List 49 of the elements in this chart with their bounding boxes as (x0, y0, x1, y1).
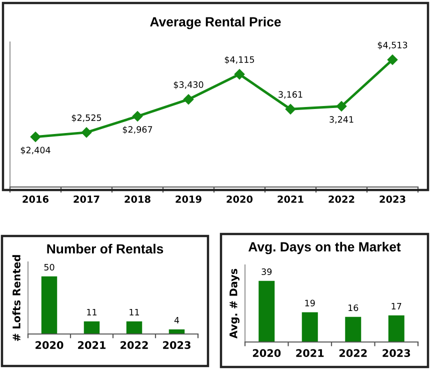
data-label: $2,967 (122, 126, 152, 134)
x-tick-label: 2021 (78, 341, 106, 350)
data-label: 17 (392, 302, 402, 310)
bar (388, 315, 404, 342)
y-axis-title: Avg. # Days (230, 268, 240, 339)
point (30, 132, 41, 142)
bar (345, 316, 362, 342)
chart-title: Avg. Days on the Market (248, 242, 401, 254)
chart-title: Number of Rentals (47, 244, 164, 254)
bar (258, 280, 275, 342)
x-tick-label: 2020 (226, 196, 253, 203)
x-tick-label: 2019 (176, 196, 202, 203)
x-tick-label: 2020 (36, 341, 64, 350)
x-tick-label: 2023 (382, 349, 410, 358)
chart-title: Average Rental Price (150, 16, 281, 30)
x-tick-label: 2021 (278, 196, 304, 203)
x-tick-label: 2020 (252, 349, 281, 358)
x-tick-label: 2023 (380, 196, 406, 203)
point (387, 54, 398, 65)
data-label: 4 (174, 317, 180, 324)
data-label: $4,115 (224, 56, 254, 64)
point (234, 69, 245, 80)
point (183, 94, 194, 104)
x-tick-label: 2017 (74, 196, 100, 203)
bar (302, 312, 318, 342)
data-label: $2,404 (20, 146, 50, 155)
data-label: $3,430 (174, 81, 204, 90)
data-label: 19 (305, 300, 315, 306)
point (336, 101, 347, 112)
point (285, 104, 296, 114)
x-tick-label: 2021 (296, 349, 324, 358)
data-label: $4,513 (378, 42, 408, 50)
data-label: $2,525 (72, 114, 102, 122)
x-tick-label: 2018 (124, 196, 150, 203)
data-label: 3,241 (330, 116, 354, 124)
data-label: 16 (348, 304, 358, 312)
x-tick-label: 2016 (22, 196, 49, 203)
data-label: 39 (262, 268, 272, 276)
data-label: 3,161 (278, 91, 302, 99)
data-label: 50 (44, 264, 54, 271)
y-axis-title: # Lofts Rented (12, 255, 20, 342)
x-tick-label: 2022 (328, 196, 354, 203)
point (132, 111, 143, 122)
x-tick-label: 2023 (163, 341, 190, 350)
x-tick-label: 2022 (339, 349, 367, 358)
data-label: 11 (130, 308, 140, 316)
data-label: 11 (87, 308, 97, 316)
point (81, 127, 92, 138)
x-tick-label: 2022 (120, 341, 148, 350)
